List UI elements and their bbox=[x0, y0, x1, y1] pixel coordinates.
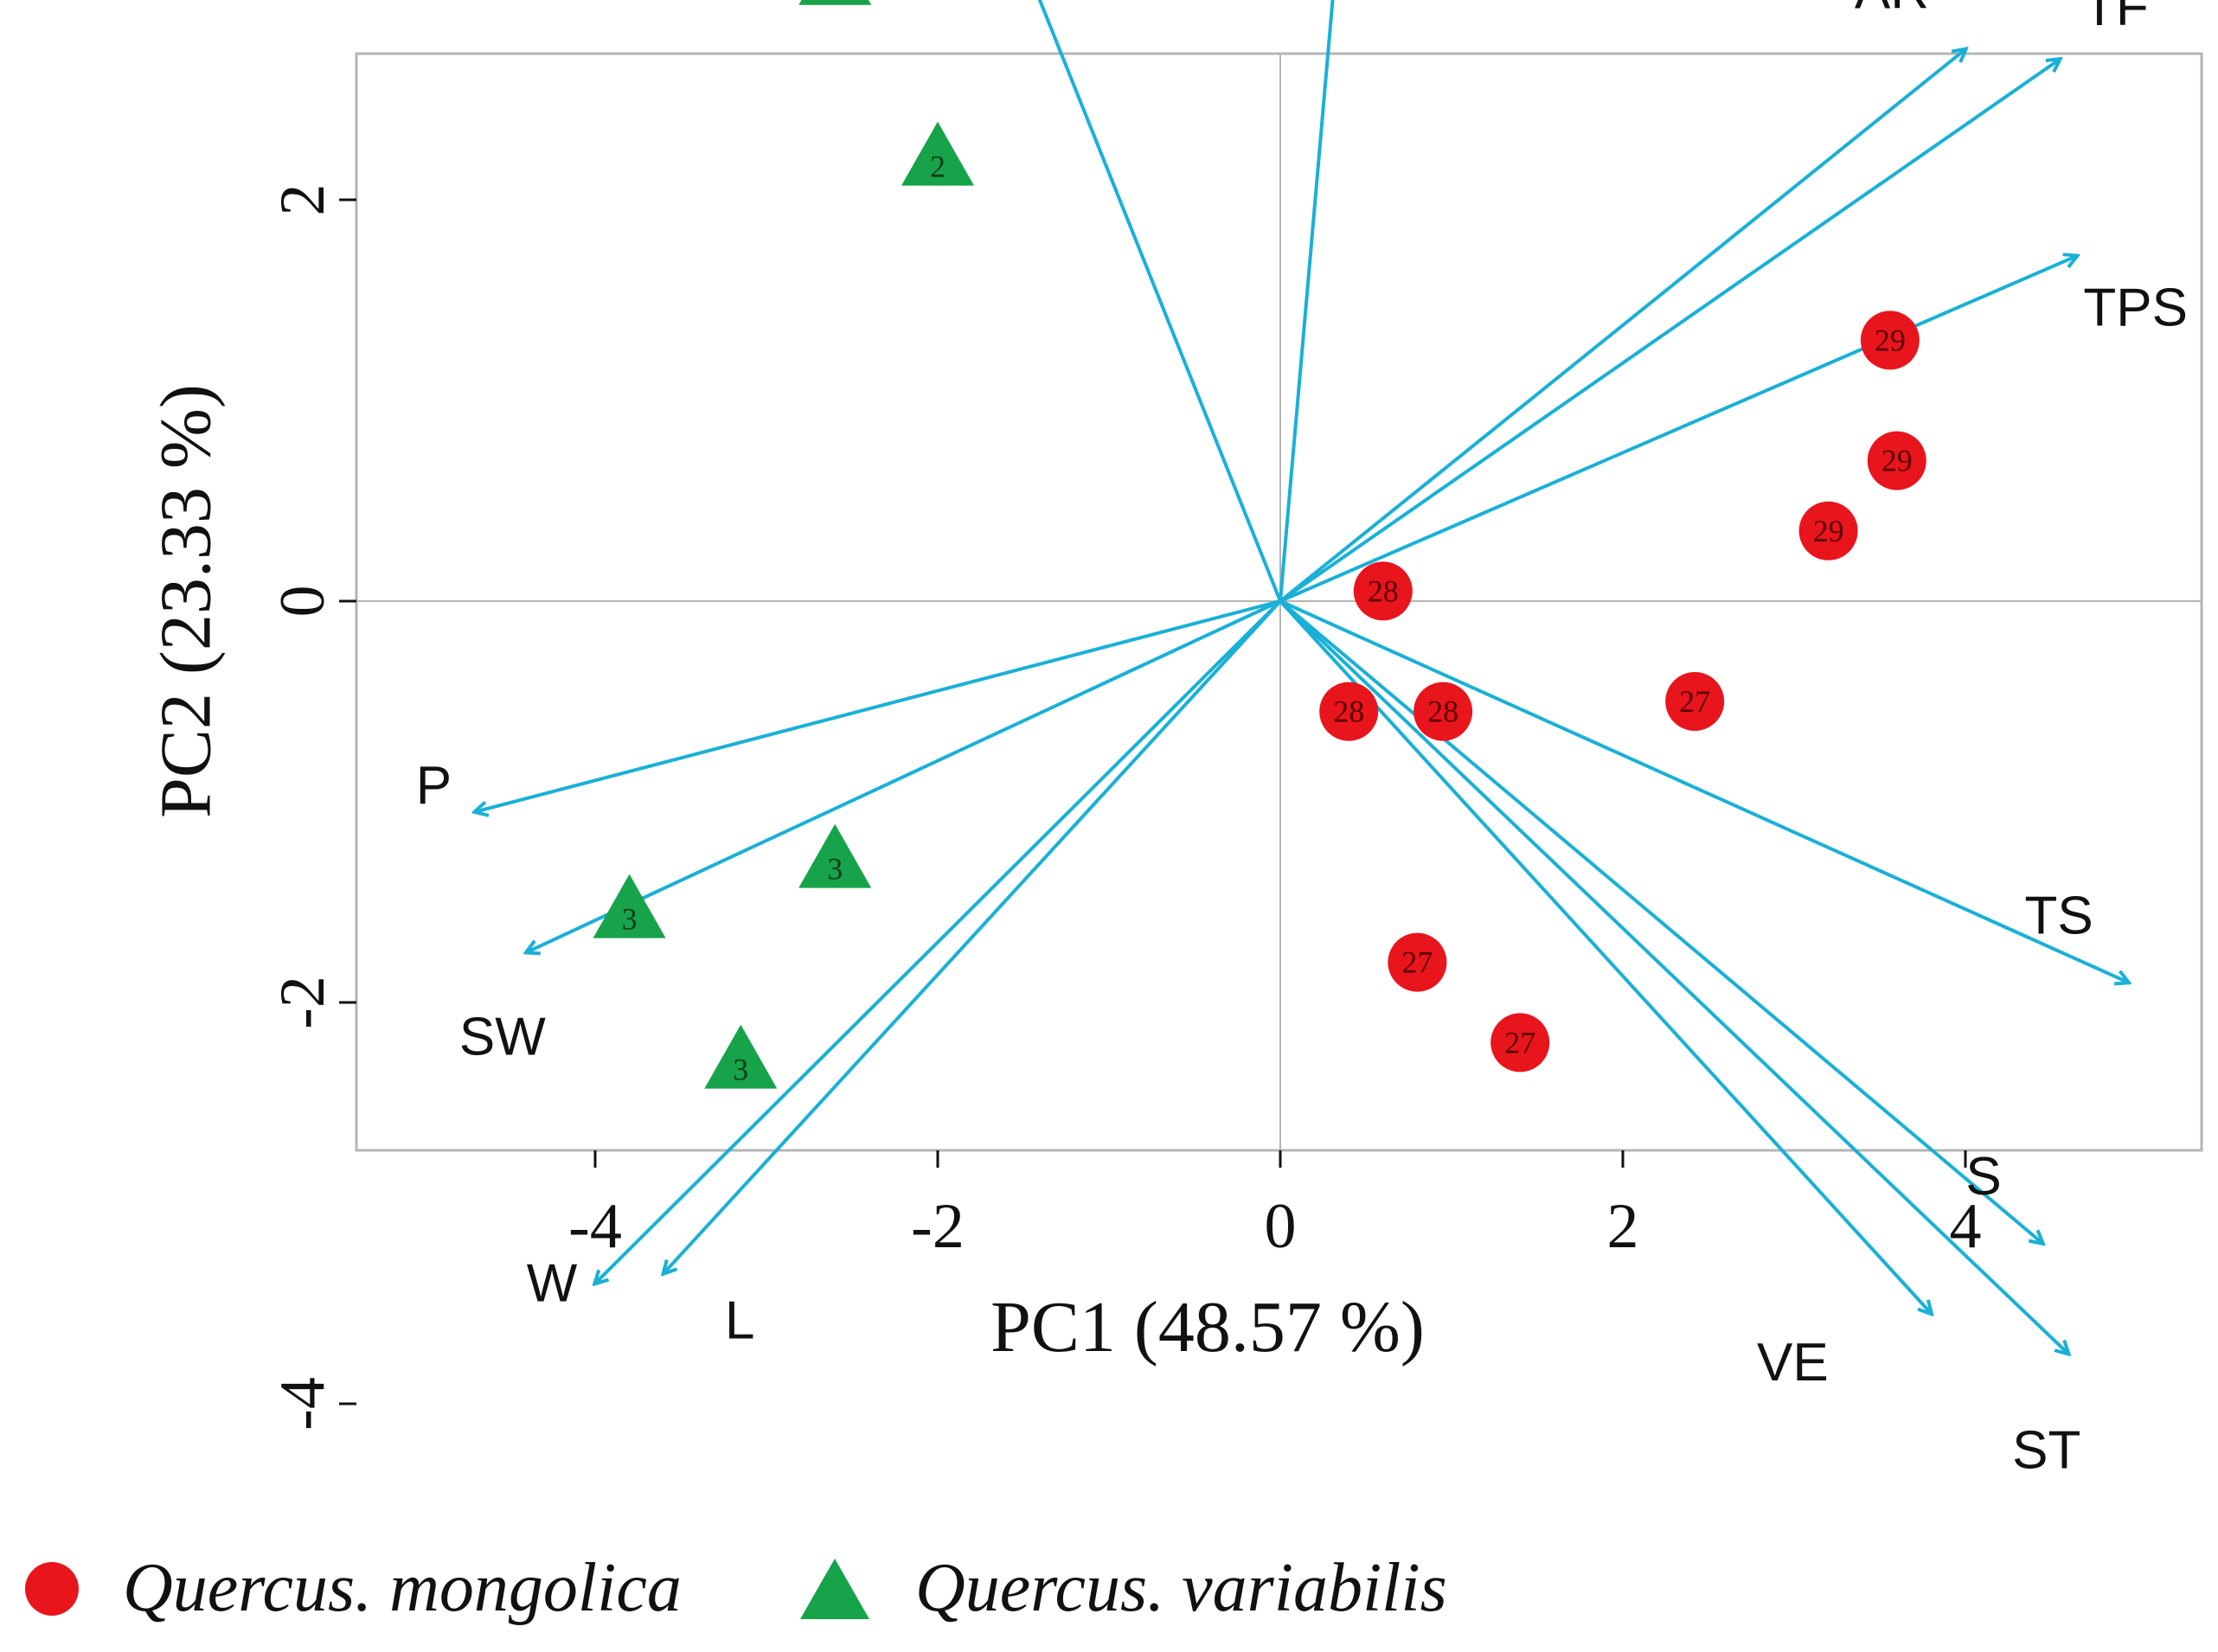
mongolica-point-label: 28 bbox=[1427, 695, 1458, 729]
legend-mongolica-label: Quercus. mongolica bbox=[123, 1550, 682, 1626]
mongolica-point bbox=[1798, 501, 1858, 560]
loading-arrow-ar bbox=[1279, 49, 1965, 603]
loading-arrow-tps bbox=[1279, 256, 2077, 603]
variabilis-point-label: 3 bbox=[733, 1053, 748, 1087]
loading-arrow-p bbox=[475, 599, 1281, 812]
mongolica-point-label: 27 bbox=[1504, 1025, 1535, 1060]
variabilis-point-label: 3 bbox=[622, 902, 638, 937]
mongolica-point-label: 29 bbox=[1881, 444, 1913, 478]
loading-label-p: P bbox=[416, 756, 452, 816]
mongolica-point-label: 28 bbox=[1368, 573, 1399, 608]
mongolica-point bbox=[1353, 561, 1413, 621]
loading-arrows: TPTAAARTFTPSTSSSTVEPSWWL bbox=[416, 0, 2188, 1481]
mongolica-point bbox=[1490, 1013, 1550, 1073]
variabilis-point-label: 2 bbox=[827, 0, 843, 3]
mongolica-point bbox=[1665, 672, 1725, 731]
loading-label-ts: TS bbox=[2024, 886, 2093, 945]
legend-variabilis-label: Quercus. variabilis bbox=[915, 1550, 1447, 1626]
loading-label-l: L bbox=[725, 1291, 754, 1351]
x-tick-label: -2 bbox=[911, 1191, 965, 1262]
loading-label-tps: TPS bbox=[2083, 278, 2188, 337]
x-tick-label: 4 bbox=[1950, 1191, 1982, 1262]
loading-label-ve: VE bbox=[1757, 1333, 1829, 1393]
mongolica-point bbox=[1413, 682, 1473, 741]
y-axis-title: PC2 (23.33 %) bbox=[146, 384, 227, 818]
mongolica-point bbox=[1860, 311, 1920, 370]
variabilis-point-label: 3 bbox=[827, 852, 843, 887]
x-tick-label: 2 bbox=[1607, 1191, 1639, 1262]
loading-arrow-tf bbox=[1279, 60, 2060, 603]
mongolica-point-label: 29 bbox=[1813, 514, 1844, 548]
loading-arrow-s bbox=[1279, 599, 2042, 1243]
mongolica-point bbox=[1319, 682, 1379, 741]
sample-points: 292929282828272727222333 bbox=[593, 0, 1926, 1089]
variabilis-point bbox=[593, 874, 666, 938]
y-tick-label: 2 bbox=[267, 184, 338, 216]
variabilis-point bbox=[901, 121, 974, 186]
loading-label-ar: AR bbox=[1855, 0, 1929, 21]
loading-arrow-st bbox=[1279, 599, 2068, 1354]
mongolica-point-label: 29 bbox=[1875, 323, 1906, 357]
x-axis-title: PC1 (48.57 %) bbox=[990, 1287, 1425, 1367]
loading-arrow-ts bbox=[1279, 599, 2128, 983]
loading-label-s: S bbox=[1965, 1147, 2001, 1207]
mongolica-point-label: 27 bbox=[1679, 684, 1710, 719]
loading-arrow-taa bbox=[1279, 0, 1335, 602]
loading-arrow-l bbox=[663, 599, 1282, 1273]
mongolica-point-label: 28 bbox=[1333, 695, 1364, 729]
y-tick-label: -4 bbox=[267, 1377, 338, 1431]
variabilis-point bbox=[704, 1024, 778, 1089]
legend-mongolica-marker bbox=[25, 1562, 79, 1616]
loading-arrow-ve bbox=[1279, 599, 1931, 1314]
mongolica-point bbox=[1388, 932, 1447, 992]
legend-variabilis-marker bbox=[800, 1559, 869, 1619]
variabilis-point bbox=[798, 823, 872, 888]
mongolica-point-label: 27 bbox=[1401, 945, 1433, 980]
loading-label-st: ST bbox=[2012, 1421, 2080, 1481]
loading-label-tf: TF bbox=[2083, 0, 2149, 37]
x-tick-label: 0 bbox=[1265, 1191, 1297, 1262]
loading-arrow-tp bbox=[1037, 0, 1282, 602]
loading-arrow-w bbox=[595, 599, 1282, 1284]
legend: Quercus. mongolica Quercus. variabilis bbox=[25, 1550, 1447, 1626]
variabilis-point-label: 2 bbox=[930, 150, 946, 184]
y-tick-label: -2 bbox=[267, 976, 338, 1029]
loading-label-sw: SW bbox=[459, 1008, 546, 1067]
loading-label-w: W bbox=[527, 1253, 578, 1313]
y-tick-label: 0 bbox=[267, 586, 338, 618]
loading-arrow-sw bbox=[527, 599, 1281, 952]
x-tick-label: -4 bbox=[568, 1191, 622, 1262]
mongolica-point bbox=[1867, 431, 1926, 490]
variabilis-point bbox=[798, 0, 872, 5]
